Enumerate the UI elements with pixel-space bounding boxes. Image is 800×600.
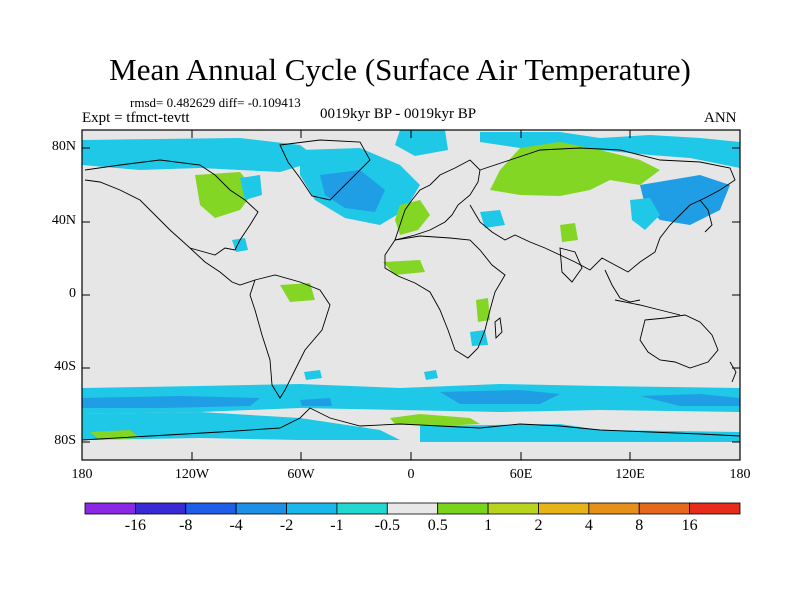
colorbar-level-label: -2 xyxy=(279,517,294,534)
colorbar-level-label: 1 xyxy=(484,517,493,534)
axis-ticks xyxy=(81,130,741,460)
colorbar-level-label: -4 xyxy=(229,517,243,534)
colorbar-level-label: 2 xyxy=(534,517,543,534)
colorbar-swatch xyxy=(185,502,237,515)
colorbar-level-label: 16 xyxy=(681,517,698,534)
colorbar-swatch xyxy=(286,502,338,515)
southern-ocean-anomalies xyxy=(82,370,740,442)
central-america-coast xyxy=(189,247,256,286)
colorbar-level-label: 0.5 xyxy=(427,517,448,534)
lat-label-40n: 40N xyxy=(51,213,76,228)
lat-label-0: 0 xyxy=(69,286,76,301)
colorbar-swatch xyxy=(386,502,439,515)
colorbar-swatch xyxy=(134,502,187,515)
lat-label-40s: 40S xyxy=(54,359,76,374)
indonesia-coast xyxy=(614,299,681,316)
greenland-coast xyxy=(279,139,371,201)
tropical-anomalies xyxy=(280,260,490,346)
north-america-coast xyxy=(84,159,259,256)
india-coast xyxy=(559,247,583,283)
colorbar-level-label: -1 xyxy=(330,517,344,534)
colorbar-swatch xyxy=(588,502,640,515)
colorbar-swatch xyxy=(638,502,691,515)
lon-label-60w: 60W xyxy=(287,467,315,482)
asia-anomalies xyxy=(480,175,730,242)
colorbar-swatch xyxy=(538,502,590,515)
lon-label-0: 0 xyxy=(407,467,415,482)
north-atlantic-anomalies xyxy=(195,148,430,252)
lon-label-120e: 120E xyxy=(615,467,645,482)
southeast-asia-coast xyxy=(604,269,641,303)
colorbar-swatch xyxy=(689,502,741,515)
colorbar-level-label: -0.5 xyxy=(374,517,400,534)
colorbar-swatch xyxy=(84,502,136,515)
lat-label-80s: 80S xyxy=(54,433,76,448)
colorbar-level-label: -8 xyxy=(179,517,193,534)
page-title: Mean Annual Cycle (Surface Air Temperatu… xyxy=(109,52,691,87)
madagascar-coast xyxy=(494,317,503,340)
coastlines xyxy=(81,139,741,441)
asia-coast xyxy=(469,147,736,273)
lon-label-60e: 60E xyxy=(509,467,533,482)
south-america-coast xyxy=(249,274,331,399)
australia-coast xyxy=(639,314,719,369)
period-label: 0019kyr BP - 0019kyr BP xyxy=(320,106,477,122)
colorbar-swatch xyxy=(336,502,388,515)
lat-label-80n: 80N xyxy=(51,139,76,154)
colorbar-level-label: -16 xyxy=(124,517,147,534)
africa-coast xyxy=(384,235,506,359)
arctic-anomalies xyxy=(82,130,740,196)
lon-label-180e: 180 xyxy=(729,467,751,482)
stats-text: rmsd= 0.482629 diff= -0.109413 xyxy=(130,95,301,110)
europe-coast xyxy=(394,159,481,241)
lon-label-120w: 120W xyxy=(174,467,210,482)
colorbar-swatch xyxy=(487,502,539,515)
colorbar-swatch xyxy=(235,502,287,515)
season-label: ANN xyxy=(704,110,737,126)
new-zealand-coast xyxy=(729,361,737,383)
colorbar xyxy=(84,502,741,515)
lon-label-180w: 180 xyxy=(71,467,93,482)
experiment-label: Expt = tfmct-tevtt xyxy=(82,110,190,126)
antarctica-coast xyxy=(81,407,741,441)
colorbar-level-label: 8 xyxy=(635,517,644,534)
colorbar-swatch xyxy=(437,502,489,515)
colorbar-level-label: 4 xyxy=(584,517,593,534)
japan-coast xyxy=(699,199,713,233)
